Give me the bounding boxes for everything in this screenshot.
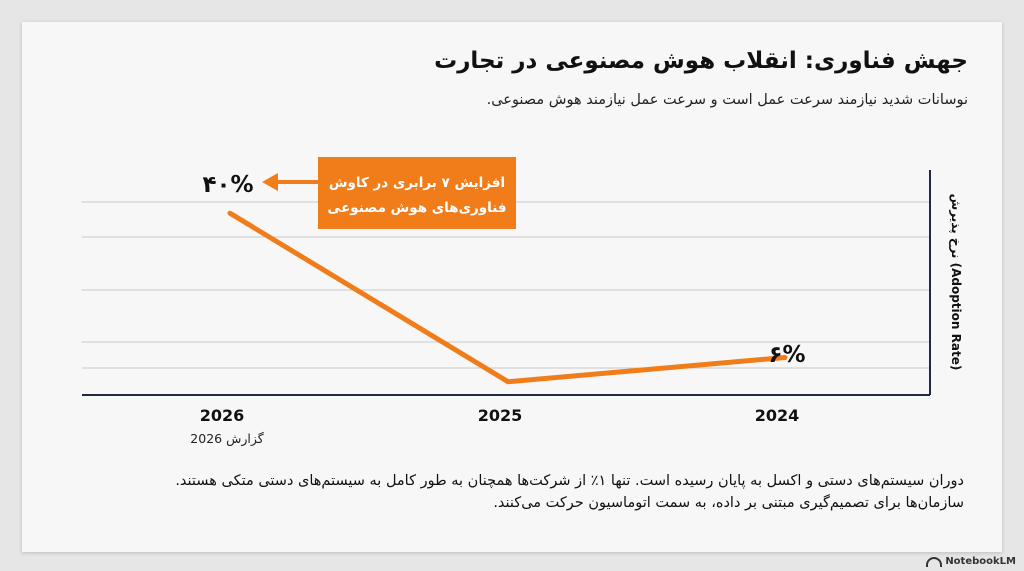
- y-axis-label: نرخ پذیرش (Adoption Rate): [949, 194, 963, 371]
- gridlines: [82, 201, 930, 369]
- annotation-line-2: فناوری‌های هوش مصنوعی: [327, 200, 506, 216]
- footer-paragraph: دوران سیستم‌های دستی و اکسل به پایان رسی…: [175, 473, 964, 511]
- chart-title: جهش فناوری: انقلاب هوش مصنوعی در تجارت: [434, 48, 968, 74]
- data-label: ۶%: [768, 342, 805, 368]
- series-line: [227, 210, 788, 385]
- x-tick-label: 2025: [478, 406, 523, 425]
- notebooklm-logo-icon: [926, 556, 943, 567]
- annotation-arrow-head: [262, 173, 278, 191]
- annotation-callout: افزایش ۷ برابری در کاوش فناوری‌های هوش م…: [262, 157, 516, 229]
- x-tick-label: 2026: [200, 406, 245, 425]
- chart-subtitle: نوسانات شدید نیازمند سرعت عمل است و سرعت…: [486, 92, 968, 108]
- x-tick-labels: 2026 گزارش 2026 2025 2024: [190, 406, 799, 447]
- annotation-box: [318, 157, 516, 229]
- data-labels: ۴۰% ۶%: [202, 172, 805, 368]
- chart-card: [22, 22, 1002, 552]
- annotation-line-1: افزایش ۷ برابری در کاوش: [329, 175, 505, 191]
- x-tick-label: 2024: [755, 406, 800, 425]
- x-tick-sublabel: گزارش 2026: [190, 431, 263, 447]
- brand-watermark: NotebookLM: [926, 556, 1016, 567]
- data-label: ۴۰%: [202, 172, 253, 198]
- brand-label: NotebookLM: [945, 556, 1016, 567]
